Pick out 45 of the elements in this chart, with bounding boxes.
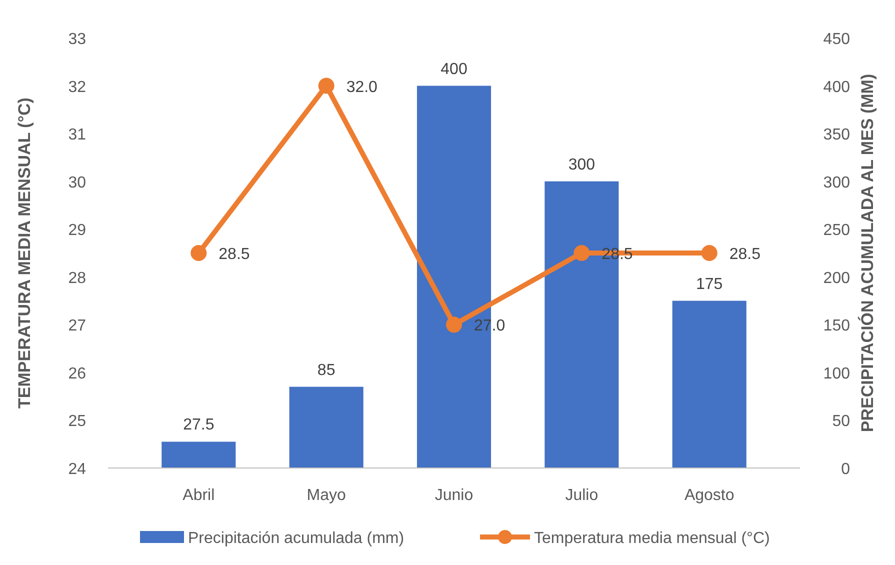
x-tick-label: Julio — [565, 487, 598, 504]
y-tick-label: 28 — [68, 270, 86, 287]
y-axis-title: TEMPERATURA MEDIA MENSUAL (°C) — [15, 98, 34, 408]
y2-tick-label: 200 — [823, 270, 850, 287]
data-label: 300 — [568, 156, 596, 174]
y-tick-label: 31 — [68, 126, 86, 144]
bar — [289, 386, 364, 468]
bar — [162, 442, 236, 468]
data-label: 400 — [440, 60, 468, 78]
y2-axis-title: PRECIPITACIÓN ACUMULADA AL MES (MM) — [857, 74, 877, 432]
y-tick-label: 26 — [68, 365, 86, 382]
point — [701, 245, 718, 261]
data-label: 28.5 — [218, 246, 250, 263]
data-label: 27.5 — [183, 416, 214, 434]
y2-tick-label: 250 — [823, 222, 850, 240]
y2-tick-label: 50 — [832, 413, 850, 430]
y-tick-label: 30 — [68, 174, 86, 192]
y-tick-label: 25 — [68, 413, 86, 430]
data-label: 32.0 — [346, 78, 378, 96]
y-tick-label: 27 — [68, 318, 86, 335]
x-tick-label: Junio — [434, 487, 474, 504]
data-label: 85 — [317, 362, 336, 379]
y2-tick-label: 150 — [823, 318, 850, 335]
x-tick-label: Agosto — [684, 487, 734, 504]
y-tick-label: 33 — [68, 31, 86, 48]
legend-label: Temperatura media mensual (°C) — [534, 530, 770, 547]
data-label: 175 — [696, 276, 723, 293]
y-tick-label: 24 — [68, 461, 86, 478]
bar — [672, 300, 746, 468]
y-tick-label: 29 — [68, 222, 86, 240]
legend-label: Precipitación acumulada (mm) — [188, 530, 404, 547]
y2-tick-label: 400 — [823, 78, 850, 96]
x-tick-label: Abril — [182, 487, 215, 504]
point — [446, 316, 462, 333]
y2-tick-label: 300 — [823, 174, 850, 192]
point — [574, 245, 590, 261]
y2-tick-label: 0 — [841, 461, 850, 478]
point — [190, 245, 207, 261]
data-label: 28.5 — [729, 246, 761, 263]
x-tick-label: Mayo — [306, 487, 346, 504]
y2-tick-label: 100 — [823, 365, 850, 382]
y2-tick-label: 350 — [823, 126, 850, 144]
y2-tick-label: 450 — [823, 31, 850, 48]
point — [318, 78, 334, 94]
y-tick-label: 32 — [68, 78, 86, 96]
